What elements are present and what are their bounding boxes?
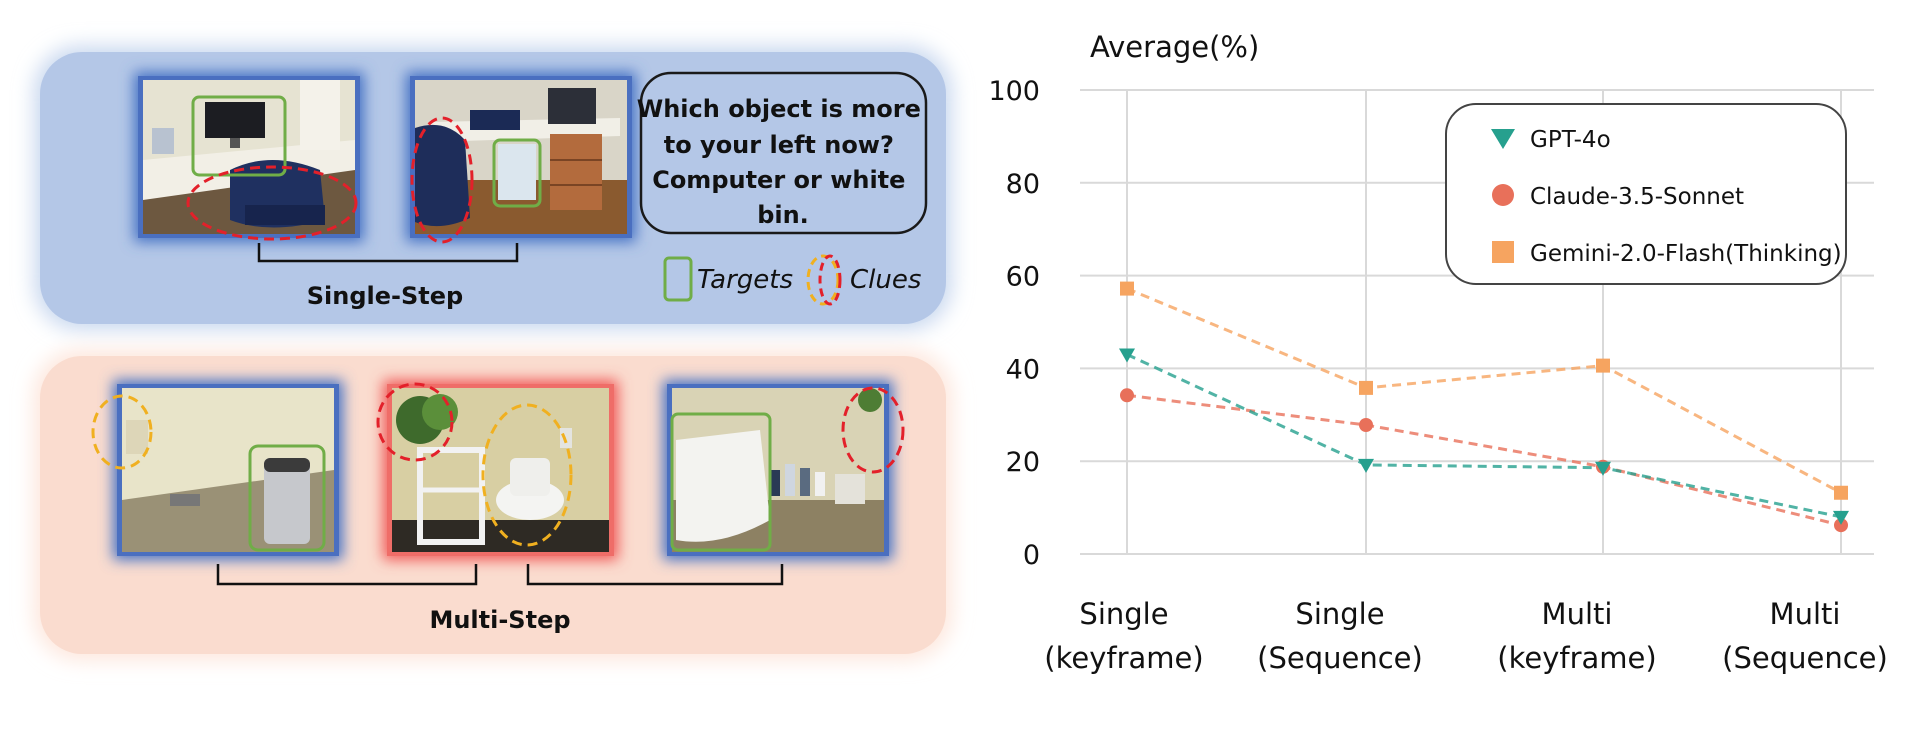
question-line-4: bin. [757,201,809,229]
y-tick-label: 80 [1006,169,1040,200]
chart-legend: GPT-4o Claude-3.5-Sonnet Gemini-2.0-Flash(… [1445,103,1847,285]
y-tick-label: 20 [1006,447,1040,478]
y-tick-label: 100 [988,76,1040,107]
series-line-1 [1126,393,1842,527]
single-step-image-1 [134,72,364,242]
data-point-s0-0 [1119,348,1135,363]
data-point-s2-2 [1596,358,1610,373]
data-point-s2-3 [1834,485,1848,500]
x-tick-label: Single (Sequence) [1257,597,1423,675]
single-step-image-2 [406,72,636,244]
multi-step-panel: Multi-Step [34,350,952,660]
data-point-s2-0 [1120,281,1134,296]
multi-step-label: Multi-Step [429,606,570,634]
y-tick-label: 40 [1006,354,1040,385]
question-box: Which object is more to your left now? C… [637,71,930,235]
series-markers [1119,281,1849,533]
multi-step-bracket-2 [526,564,784,586]
y-tick-label: 0 [1023,540,1040,571]
multi-step-image-1 [91,380,343,560]
x-axis-ticks: Single (keyframe) Single (Sequence) Multi (ke… [1044,597,1888,675]
legend-label-2: Gemini-2.0-Flash(Thinking) [1530,241,1842,267]
data-point-s2-1 [1359,380,1373,395]
svg-text:Which object is more: Which object is more to your left now? C… [637,95,930,229]
y-tick-label: 60 [1006,262,1040,293]
chart-title: Average(%) [1090,30,1259,64]
single-step-label: Single-Step [307,282,463,310]
targets-swatch [663,256,693,302]
illustration-panel: Which object is more to your left now? C… [34,46,952,660]
multi-step-image-2 [376,380,618,560]
legend-label-0: GPT-4o [1530,127,1611,153]
legend-label-1: Claude-3.5-Sonnet [1530,184,1744,210]
data-point-s0-1 [1358,458,1374,473]
legend-marker-1 [1492,184,1514,206]
multi-step-bracket-1 [216,564,478,586]
single-step-panel: Which object is more to your left now? C… [34,46,952,330]
single-step-bracket [257,243,519,263]
illustration-legend: Targets Clues [663,254,921,306]
data-point-s1-3 [1834,518,1848,533]
y-axis-ticks: 0 20 40 60 80 100 [988,76,1040,571]
legend-marker-2 [1492,241,1514,263]
question-line-2: to your left now? [664,131,894,159]
clues-swatch-red [818,254,842,306]
line-chart: Average(%) 0 20 40 60 80 100 Single (keyframe)… [988,30,1887,675]
data-point-s0-2 [1595,461,1611,476]
data-point-s1-1 [1359,418,1373,433]
targets-label: Targets [697,265,793,295]
question-line-3: Computer or white [652,166,905,194]
series-line-2 [1126,287,1842,495]
x-tick-label: Single (keyframe) [1044,597,1203,675]
x-tick-label: Multi (keyframe) [1497,597,1656,675]
clues-swatch-yellow [806,254,840,306]
data-point-s0-3 [1833,510,1849,525]
data-point-s1-0 [1120,388,1134,403]
series-lines [1126,287,1842,527]
series-line-0 [1126,353,1842,519]
multi-step-image-3 [663,380,905,560]
question-line-1: Which object is more [637,95,921,123]
legend-marker-0 [1491,129,1515,149]
clues-label: Clues [850,265,921,295]
x-tick-label: Multi (Sequence) [1722,597,1888,675]
